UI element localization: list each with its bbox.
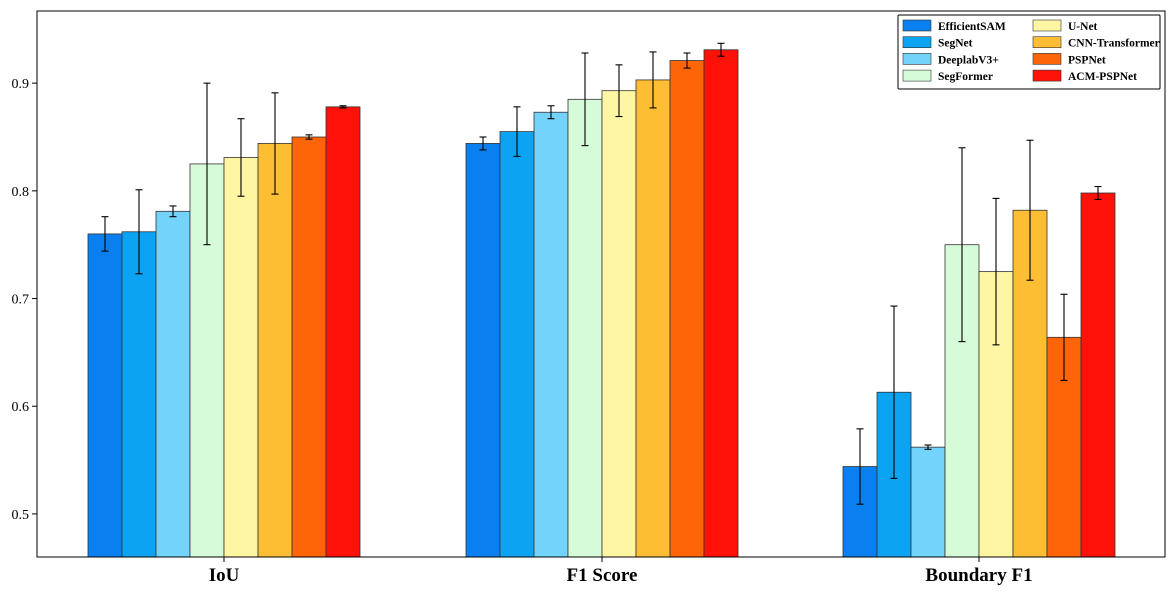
error-bar xyxy=(958,147,966,343)
error-bar xyxy=(513,106,521,157)
error-bar xyxy=(271,92,279,195)
error-bar xyxy=(924,444,932,450)
bar-cnn-transformer-iou xyxy=(257,143,293,558)
error-bar xyxy=(649,51,657,109)
y-tick-label: 0.9 xyxy=(12,77,30,92)
error-bar xyxy=(203,82,211,246)
bar-pspnet-f1-score xyxy=(669,60,705,558)
legend-swatch xyxy=(902,36,932,49)
legend-swatch xyxy=(1032,53,1062,65)
legend-swatch xyxy=(1032,69,1062,82)
error-bar xyxy=(1094,185,1102,201)
bar-acm-pspnet-iou xyxy=(325,106,361,558)
legend-item: CNN-Transformer xyxy=(1032,36,1160,50)
bar-u-net-f1-score xyxy=(601,90,637,558)
bar-segnet-f1-score xyxy=(499,131,535,558)
bar-deeplabv3--f1-score xyxy=(533,111,569,558)
y-tick-label: 0.8 xyxy=(12,185,30,200)
legend-item: SegNet xyxy=(902,36,973,50)
legend-item: DeeplabV3+ xyxy=(902,53,999,66)
y-tick-label: 0.7 xyxy=(12,293,30,308)
y-axis: 0.5 0.6 0.7 0.8 0.9 xyxy=(12,77,37,523)
legend-item: ACM-PSPNet xyxy=(1032,69,1137,83)
error-bar xyxy=(101,216,109,252)
legend-swatch xyxy=(902,69,932,82)
legend-item: SegFormer xyxy=(902,69,993,83)
bar-u-net-iou xyxy=(223,157,259,558)
legend-label: SegFormer xyxy=(938,71,993,83)
error-bar xyxy=(237,118,245,197)
bars-layer xyxy=(87,49,1116,558)
error-bar xyxy=(683,52,691,69)
legend-label: SegNet xyxy=(938,38,973,50)
x-tick-label: IoU xyxy=(209,565,240,586)
legend-item: PSPNet xyxy=(1032,53,1106,66)
error-bar xyxy=(169,205,177,218)
legend-swatch xyxy=(902,53,932,65)
error-bar xyxy=(992,197,1000,346)
legend-box xyxy=(897,14,1161,90)
legend-label: PSPNet xyxy=(1068,54,1106,66)
legend-label: CNN-Transformer xyxy=(1068,38,1160,50)
error-bar xyxy=(305,134,313,140)
bar-acm-pspnet-f1-score xyxy=(703,49,739,558)
legend-item: U-Net xyxy=(1032,19,1098,33)
legend-swatch xyxy=(1032,36,1062,49)
plot-frame xyxy=(36,10,1166,558)
legend-label: DeeplabV3+ xyxy=(938,54,999,66)
legend-label: ACM-PSPNet xyxy=(1068,71,1137,83)
bar-acm-pspnet-boundary-f1 xyxy=(1080,192,1116,558)
legend: EfficientSAM SegNet DeeplabV3+ SegFormer U-N… xyxy=(897,14,1161,90)
error-bar xyxy=(1026,139,1034,281)
error-bar xyxy=(615,64,623,118)
bar-deeplabv3--iou xyxy=(155,210,191,558)
error-bar xyxy=(717,42,725,57)
bar-efficientsam-f1-score xyxy=(465,143,501,558)
bar-cnn-transformer-f1-score xyxy=(635,79,671,558)
legend-swatch xyxy=(1032,19,1062,32)
error-bar xyxy=(479,136,487,151)
error-bar xyxy=(581,52,589,147)
bar-pspnet-iou xyxy=(291,136,327,558)
bar-segnet-iou xyxy=(121,231,157,558)
x-tick-label: F1 Score xyxy=(567,565,638,586)
error-bar xyxy=(890,305,898,479)
bar-segformer-f1-score xyxy=(567,98,603,558)
error-bar xyxy=(1060,293,1068,381)
legend-label: U-Net xyxy=(1068,21,1098,33)
bar-efficientsam-iou xyxy=(87,233,123,558)
error-bar xyxy=(547,105,555,120)
error-bar xyxy=(339,105,347,109)
y-tick-label: 0.5 xyxy=(12,508,30,523)
x-tick-label: Boundary F1 xyxy=(925,565,1032,586)
error-bar xyxy=(856,428,864,505)
x-axis: IoU F1 Score Boundary F1 xyxy=(209,557,1033,586)
legend-label: EfficientSAM xyxy=(938,21,1006,33)
error-bar xyxy=(135,189,143,275)
y-tick-label: 0.6 xyxy=(12,400,30,415)
legend-swatch xyxy=(902,19,932,32)
bar-deeplabv3--boundary-f1 xyxy=(910,446,946,558)
legend-item: EfficientSAM xyxy=(902,19,1006,33)
error-bars-layer xyxy=(101,42,1102,505)
